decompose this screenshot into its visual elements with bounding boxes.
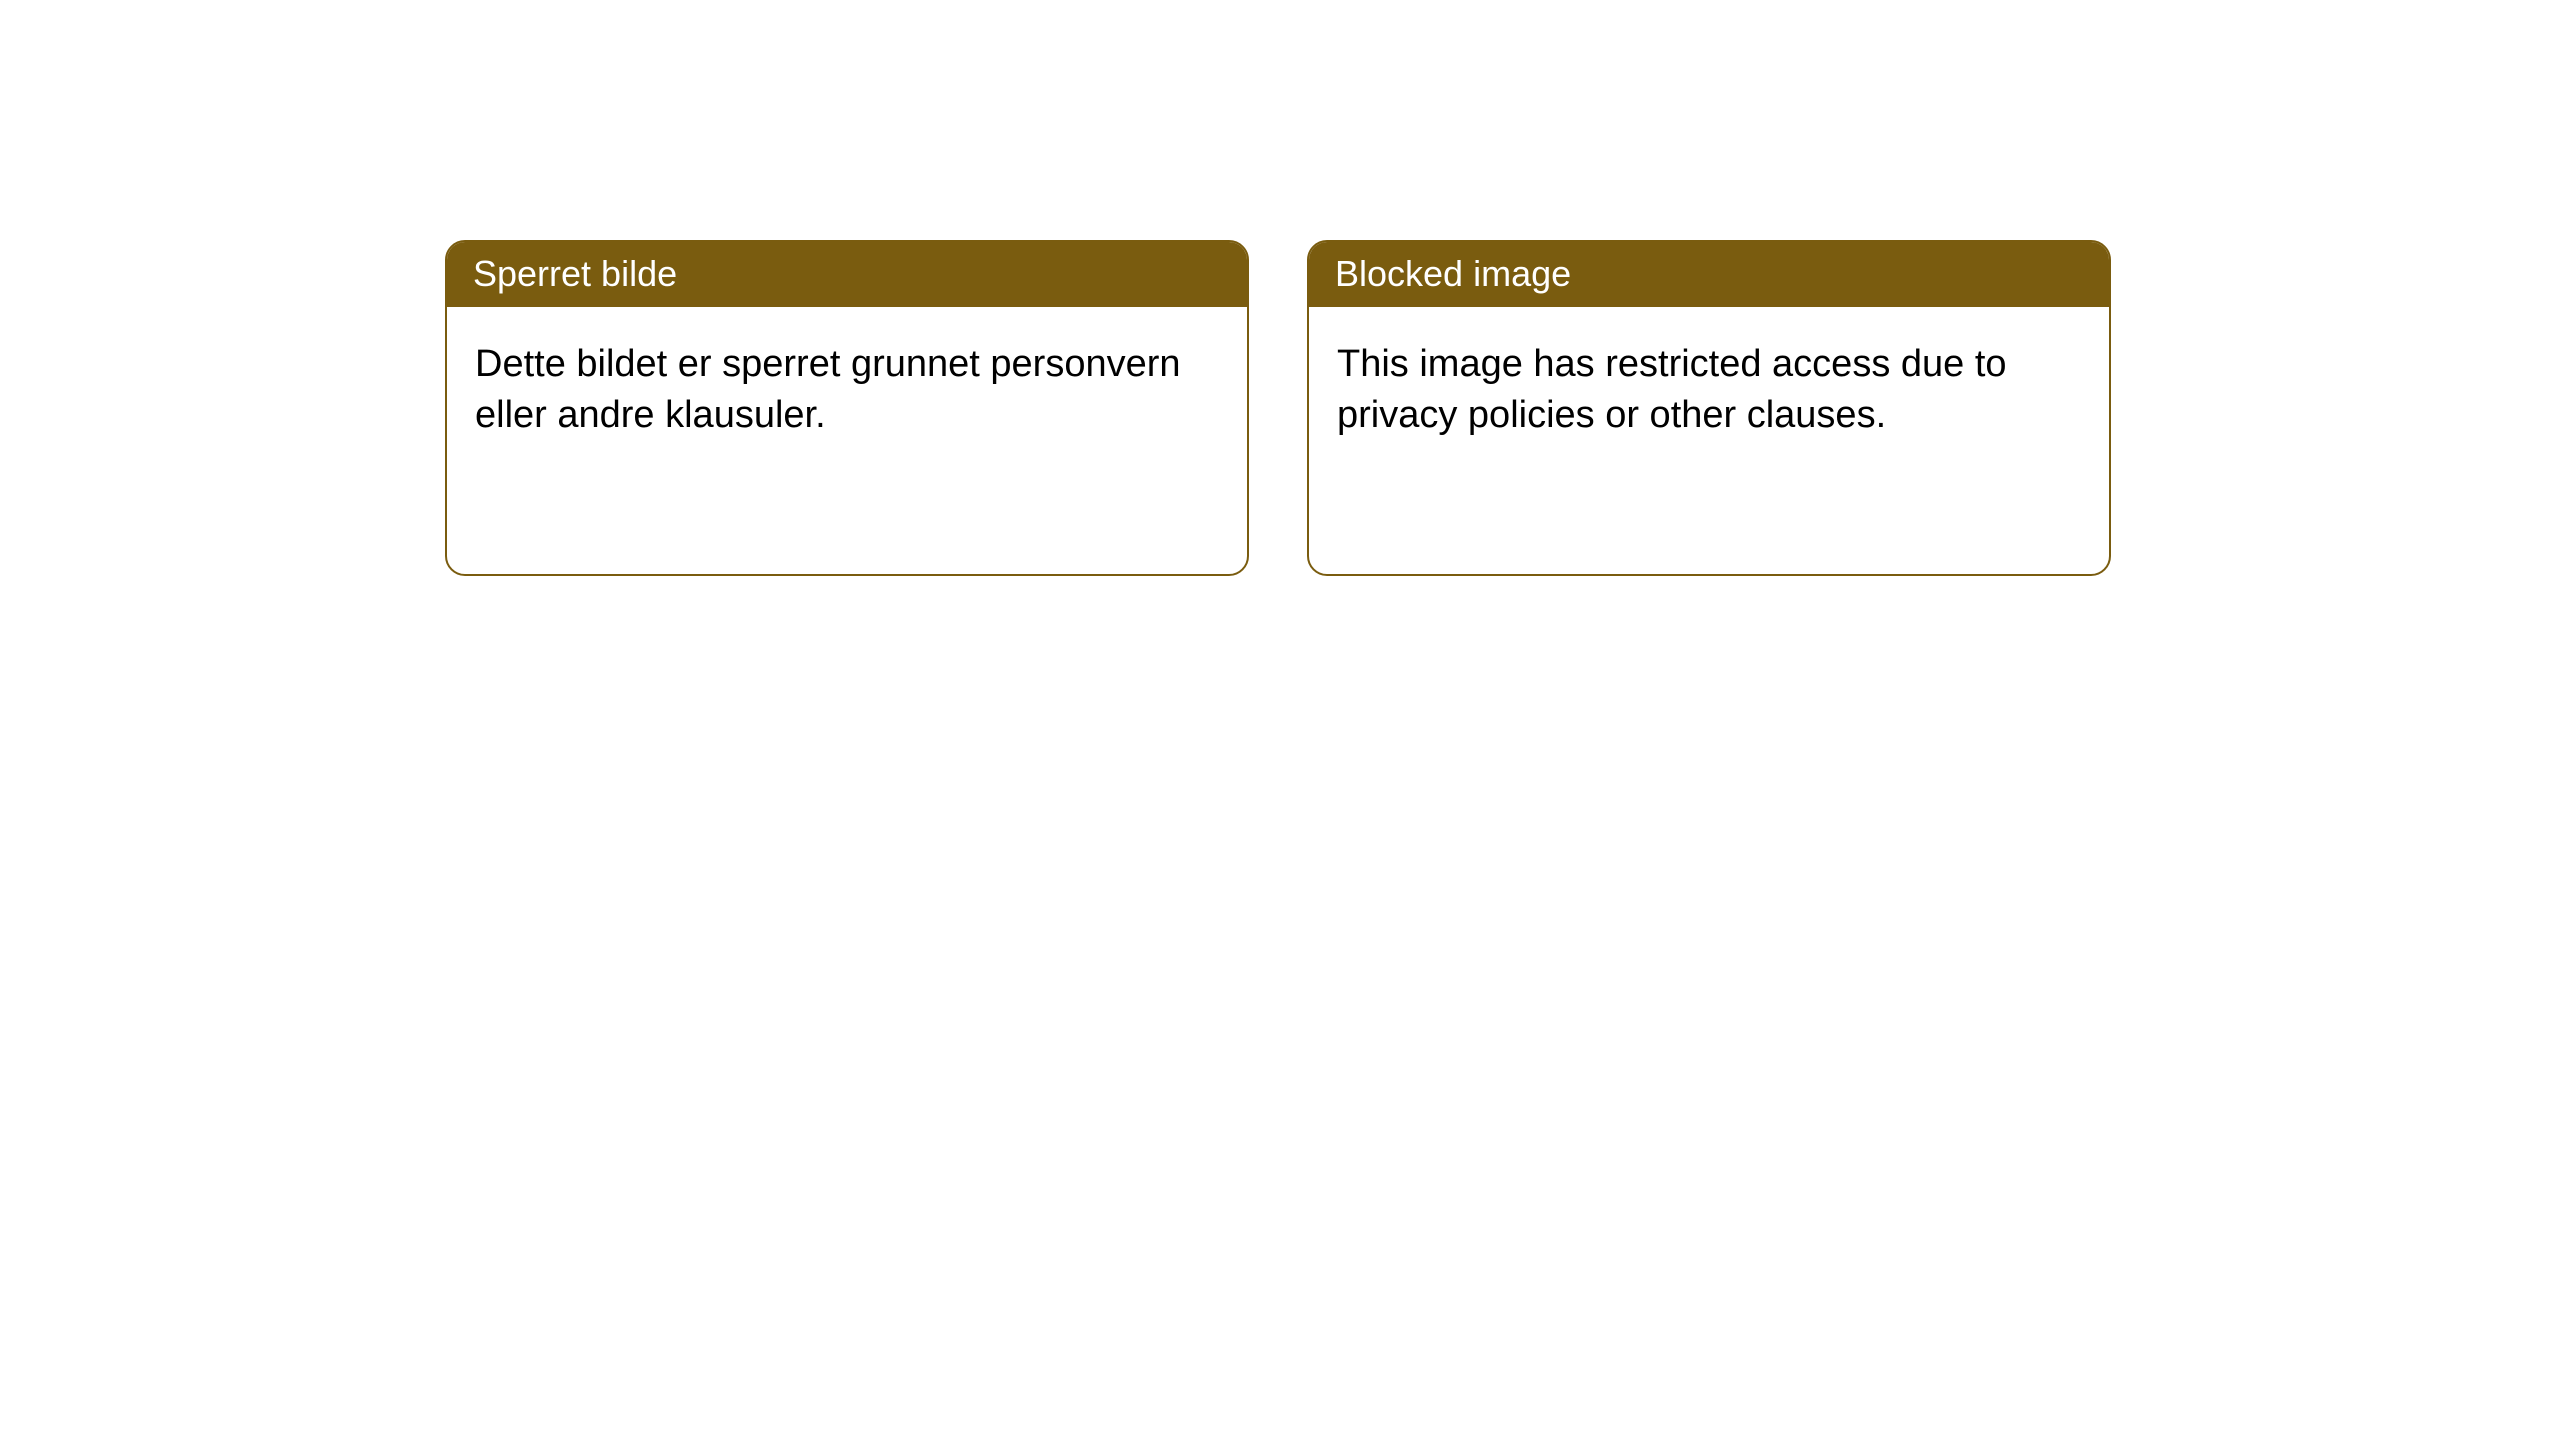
card-title-norwegian: Sperret bilde [447,242,1247,307]
blocked-image-card-norwegian: Sperret bilde Dette bildet er sperret gr… [445,240,1249,576]
blocked-image-card-english: Blocked image This image has restricted … [1307,240,2111,576]
card-body-english: This image has restricted access due to … [1309,307,2109,474]
card-title-english: Blocked image [1309,242,2109,307]
card-body-norwegian: Dette bildet er sperret grunnet personve… [447,307,1247,474]
notice-container: Sperret bilde Dette bildet er sperret gr… [0,0,2560,576]
